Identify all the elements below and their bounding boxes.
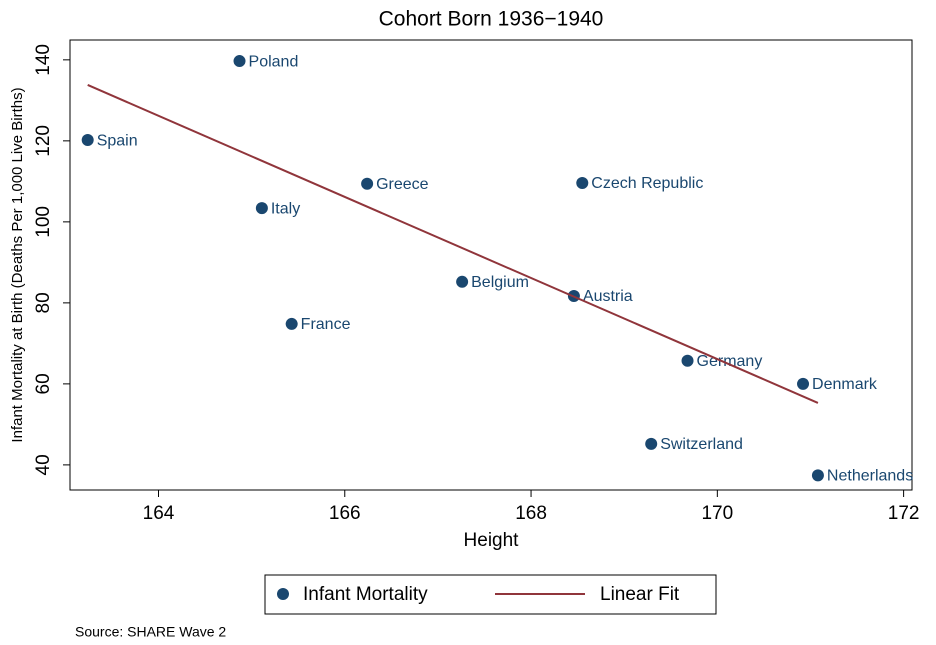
point-label: France (301, 316, 351, 333)
data-point (576, 176, 589, 189)
plot-frame (69, 39, 913, 491)
data-point (645, 437, 658, 450)
point-label: Austria (583, 288, 633, 305)
point-label: Netherlands (827, 468, 913, 485)
x-tick-label: 172 (888, 503, 920, 524)
legend-label: Infant Mortality (303, 584, 428, 605)
data-point (797, 377, 810, 390)
y-tick-label: 100 (33, 206, 54, 238)
data-point (233, 55, 246, 68)
y-tick-label: 120 (33, 125, 54, 157)
y-axis-title: Infant Mortality at Birth (Deaths Per 1,… (9, 87, 26, 442)
data-point (255, 202, 268, 215)
y-tick-label: 140 (33, 44, 54, 76)
point-label: Denmark (812, 376, 878, 393)
x-tick-label: 170 (701, 503, 733, 524)
data-point (456, 275, 469, 288)
x-tick-label: 164 (143, 503, 175, 524)
point-label: Czech Republic (591, 175, 703, 192)
fit-line (87, 84, 819, 404)
data-point (681, 354, 694, 367)
x-tick-label: 168 (515, 503, 547, 524)
point-label: Spain (97, 132, 138, 149)
legend-label: Linear Fit (600, 584, 680, 605)
point-label: Poland (249, 53, 299, 70)
point-label: Greece (376, 176, 429, 193)
point-label: Italy (271, 200, 300, 217)
y-tick-label: 80 (33, 292, 54, 313)
data-point (811, 469, 824, 482)
source-note: Source: SHARE Wave 2 (75, 624, 226, 640)
point-label: Switzerland (660, 436, 743, 453)
y-tick-label: 40 (33, 454, 54, 475)
data-point (361, 177, 374, 190)
y-tick-label: 60 (33, 373, 54, 394)
point-label: Germany (697, 353, 763, 370)
chart-title: Cohort Born 1936−1940 (379, 8, 604, 31)
legend-box (264, 574, 717, 615)
data-point (81, 134, 94, 147)
data-point (285, 317, 298, 330)
x-axis-title: Height (464, 530, 520, 551)
legend-marker (277, 588, 289, 600)
x-tick-label: 166 (329, 503, 361, 524)
point-label: Belgium (471, 274, 529, 291)
